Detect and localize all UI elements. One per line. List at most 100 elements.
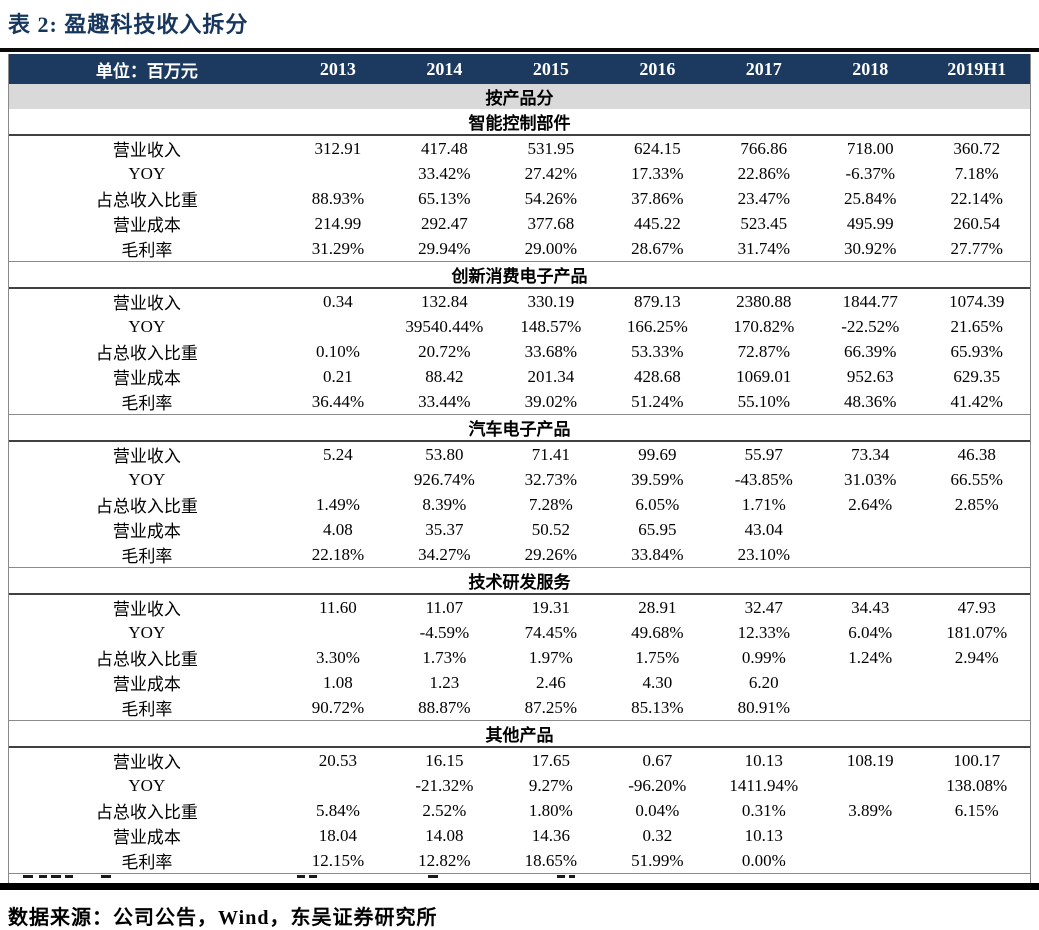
- column-header-2013: 2013: [284, 54, 392, 84]
- page-title: 表 2: 盈趣科技收入拆分: [8, 12, 249, 37]
- value-cell-2018: 31.03%: [844, 469, 897, 489]
- value-cell-2016: 51.99%: [631, 850, 684, 870]
- table-row: 营业收入 5.24 53.80 71.41 99.69 55.97 73.34 46.38: [9, 441, 1030, 467]
- value-cell-2013: [285, 467, 391, 492]
- value-cell-2019H1: 7.18%: [954, 163, 999, 183]
- row-label: 营业成本: [112, 675, 181, 694]
- value-cell-2015: 74.45%: [524, 622, 578, 642]
- value-cell-2014: 29.94%: [418, 238, 471, 258]
- value-cell-2017: 170.82%: [733, 316, 795, 336]
- value-cell-2013: 11.60: [319, 597, 357, 617]
- value-cell-2016: 17.33%: [631, 163, 684, 183]
- value-cell-2014: 53.80: [425, 444, 464, 464]
- value-cell-2016: 0.32: [642, 825, 673, 845]
- revenue-table: 单位：百万元 2013 2014 2015 2016 2017 2018 2019H1 按产品分…: [9, 54, 1030, 873]
- value-cell-2014: 33.42%: [418, 163, 471, 183]
- value-cell-2017: 55.97: [744, 444, 783, 464]
- value-cell-2014: 16.15: [425, 750, 464, 770]
- value-cell-2016: 166.25%: [626, 316, 688, 336]
- column-header-2017: 2017: [710, 54, 818, 84]
- value-cell-2019H1: [923, 542, 1030, 568]
- value-cell-2019H1: [923, 517, 1030, 542]
- row-label: 营业收入: [112, 600, 181, 619]
- row-label: 营业成本: [112, 369, 181, 388]
- value-cell-2016: 99.69: [638, 444, 677, 464]
- value-cell-2014: 65.13%: [418, 188, 471, 208]
- value-cell-2019H1: 66.55%: [950, 469, 1003, 489]
- value-cell-2014: 8.39%: [422, 494, 467, 514]
- value-cell-2015: 1.97%: [528, 647, 573, 667]
- row-label: 占总收入比重: [95, 344, 198, 363]
- column-header-2019H1: 2019H1: [923, 54, 1030, 84]
- table-row: 占总收入比重 0.10% 20.72% 33.68% 53.33% 72.87% 66.39…: [9, 339, 1030, 364]
- value-cell-2013: [285, 161, 391, 186]
- value-cell-2018: 25.84%: [844, 188, 897, 208]
- value-cell-2016: 0.04%: [635, 800, 680, 820]
- value-cell-2013: 88.93%: [311, 188, 365, 208]
- value-cell-2013: 5.24: [323, 444, 353, 464]
- table-row: 营业成本 0.21 88.42 201.34 428.68 1069.01 952.63 62…: [9, 364, 1030, 389]
- value-cell-2013: 5.84%: [315, 800, 360, 820]
- value-cell-2013: 18.04: [318, 825, 358, 845]
- value-cell-2019H1: 360.72: [953, 138, 1001, 158]
- unit-label: 单位：百万元: [9, 54, 285, 84]
- value-cell-2014: 88.42: [425, 366, 464, 386]
- column-header-2018: 2018: [817, 54, 924, 84]
- value-cell-2014: 926.74%: [413, 469, 475, 489]
- table-row: 占总收入比重 3.30% 1.73% 1.97% 1.75% 0.99% 1.24% 2.94…: [9, 645, 1030, 670]
- value-cell-2015: 201.34: [527, 366, 575, 386]
- row-label: 毛利率: [121, 241, 173, 260]
- value-cell-2017: 12.33%: [737, 622, 790, 642]
- table-body: 单位：百万元 2013 2014 2015 2016 2017 2018 2019H1 按产品分…: [9, 54, 1030, 873]
- value-cell-2013: [285, 773, 391, 798]
- value-cell-2016: 39.59%: [631, 469, 684, 489]
- value-cell-2017: 1069.01: [736, 366, 792, 386]
- value-cell-2015: 39.02%: [524, 391, 578, 411]
- value-cell-2013: 1.08: [323, 672, 353, 692]
- value-cell-2019H1: 2.85%: [954, 494, 999, 514]
- value-cell-2013: [285, 314, 391, 339]
- value-cell-2019H1: 181.07%: [946, 622, 1008, 642]
- value-cell-2016: 28.67%: [631, 238, 684, 258]
- value-cell-2017: 43.04: [744, 519, 783, 539]
- value-cell-2017: 31.74%: [737, 238, 790, 258]
- value-cell-2015: 19.31: [531, 597, 570, 617]
- value-cell-2016: 624.15: [633, 138, 681, 158]
- value-cell-2015: 17.65: [531, 750, 570, 770]
- value-cell-2013: 31.29%: [311, 238, 365, 258]
- value-cell-2013: 20.53: [318, 750, 358, 770]
- section-header: 技术研发服务: [9, 567, 1030, 595]
- value-cell-2014: 1.23: [429, 672, 460, 692]
- value-cell-2015: 54.26%: [524, 188, 578, 208]
- value-cell-2018: 1844.77: [842, 291, 898, 311]
- value-cell-2015: 87.25%: [524, 697, 578, 717]
- value-cell-2014: 35.37: [425, 519, 464, 539]
- value-cell-2014: 33.44%: [418, 391, 471, 411]
- value-cell-2017: 72.87%: [737, 341, 790, 361]
- value-cell-2017: 22.86%: [737, 163, 790, 183]
- value-cell-2016: -96.20%: [628, 775, 687, 795]
- value-cell-2019H1: 1074.39: [949, 291, 1005, 311]
- row-label: 占总收入比重: [95, 497, 198, 516]
- value-cell-2018: [817, 773, 923, 798]
- row-label: 营业收入: [112, 141, 181, 160]
- value-cell-2016: 37.86%: [631, 188, 684, 208]
- table-row: 营业成本 4.08 35.37 50.52 65.95 43.04: [9, 517, 1030, 542]
- value-cell-2016: 85.13%: [631, 697, 684, 717]
- value-cell-2019H1: [923, 670, 1030, 695]
- row-label: 营业收入: [112, 294, 181, 313]
- value-cell-2016: 33.84%: [631, 544, 684, 564]
- value-cell-2018: [817, 542, 923, 568]
- row-label: YOY: [128, 622, 166, 642]
- value-cell-2016: 879.13: [633, 291, 681, 311]
- value-cell-2018: [817, 695, 923, 721]
- value-cell-2019H1: 27.77%: [950, 238, 1003, 258]
- group-header: 按产品分: [9, 84, 1030, 109]
- value-cell-2018: [817, 823, 923, 848]
- value-cell-2015: 148.57%: [520, 316, 582, 336]
- value-cell-2019H1: 65.93%: [950, 341, 1003, 361]
- value-cell-2019H1: 260.54: [953, 213, 1001, 233]
- value-cell-2013: 0.34: [323, 291, 353, 311]
- value-cell-2014: 2.52%: [422, 800, 467, 820]
